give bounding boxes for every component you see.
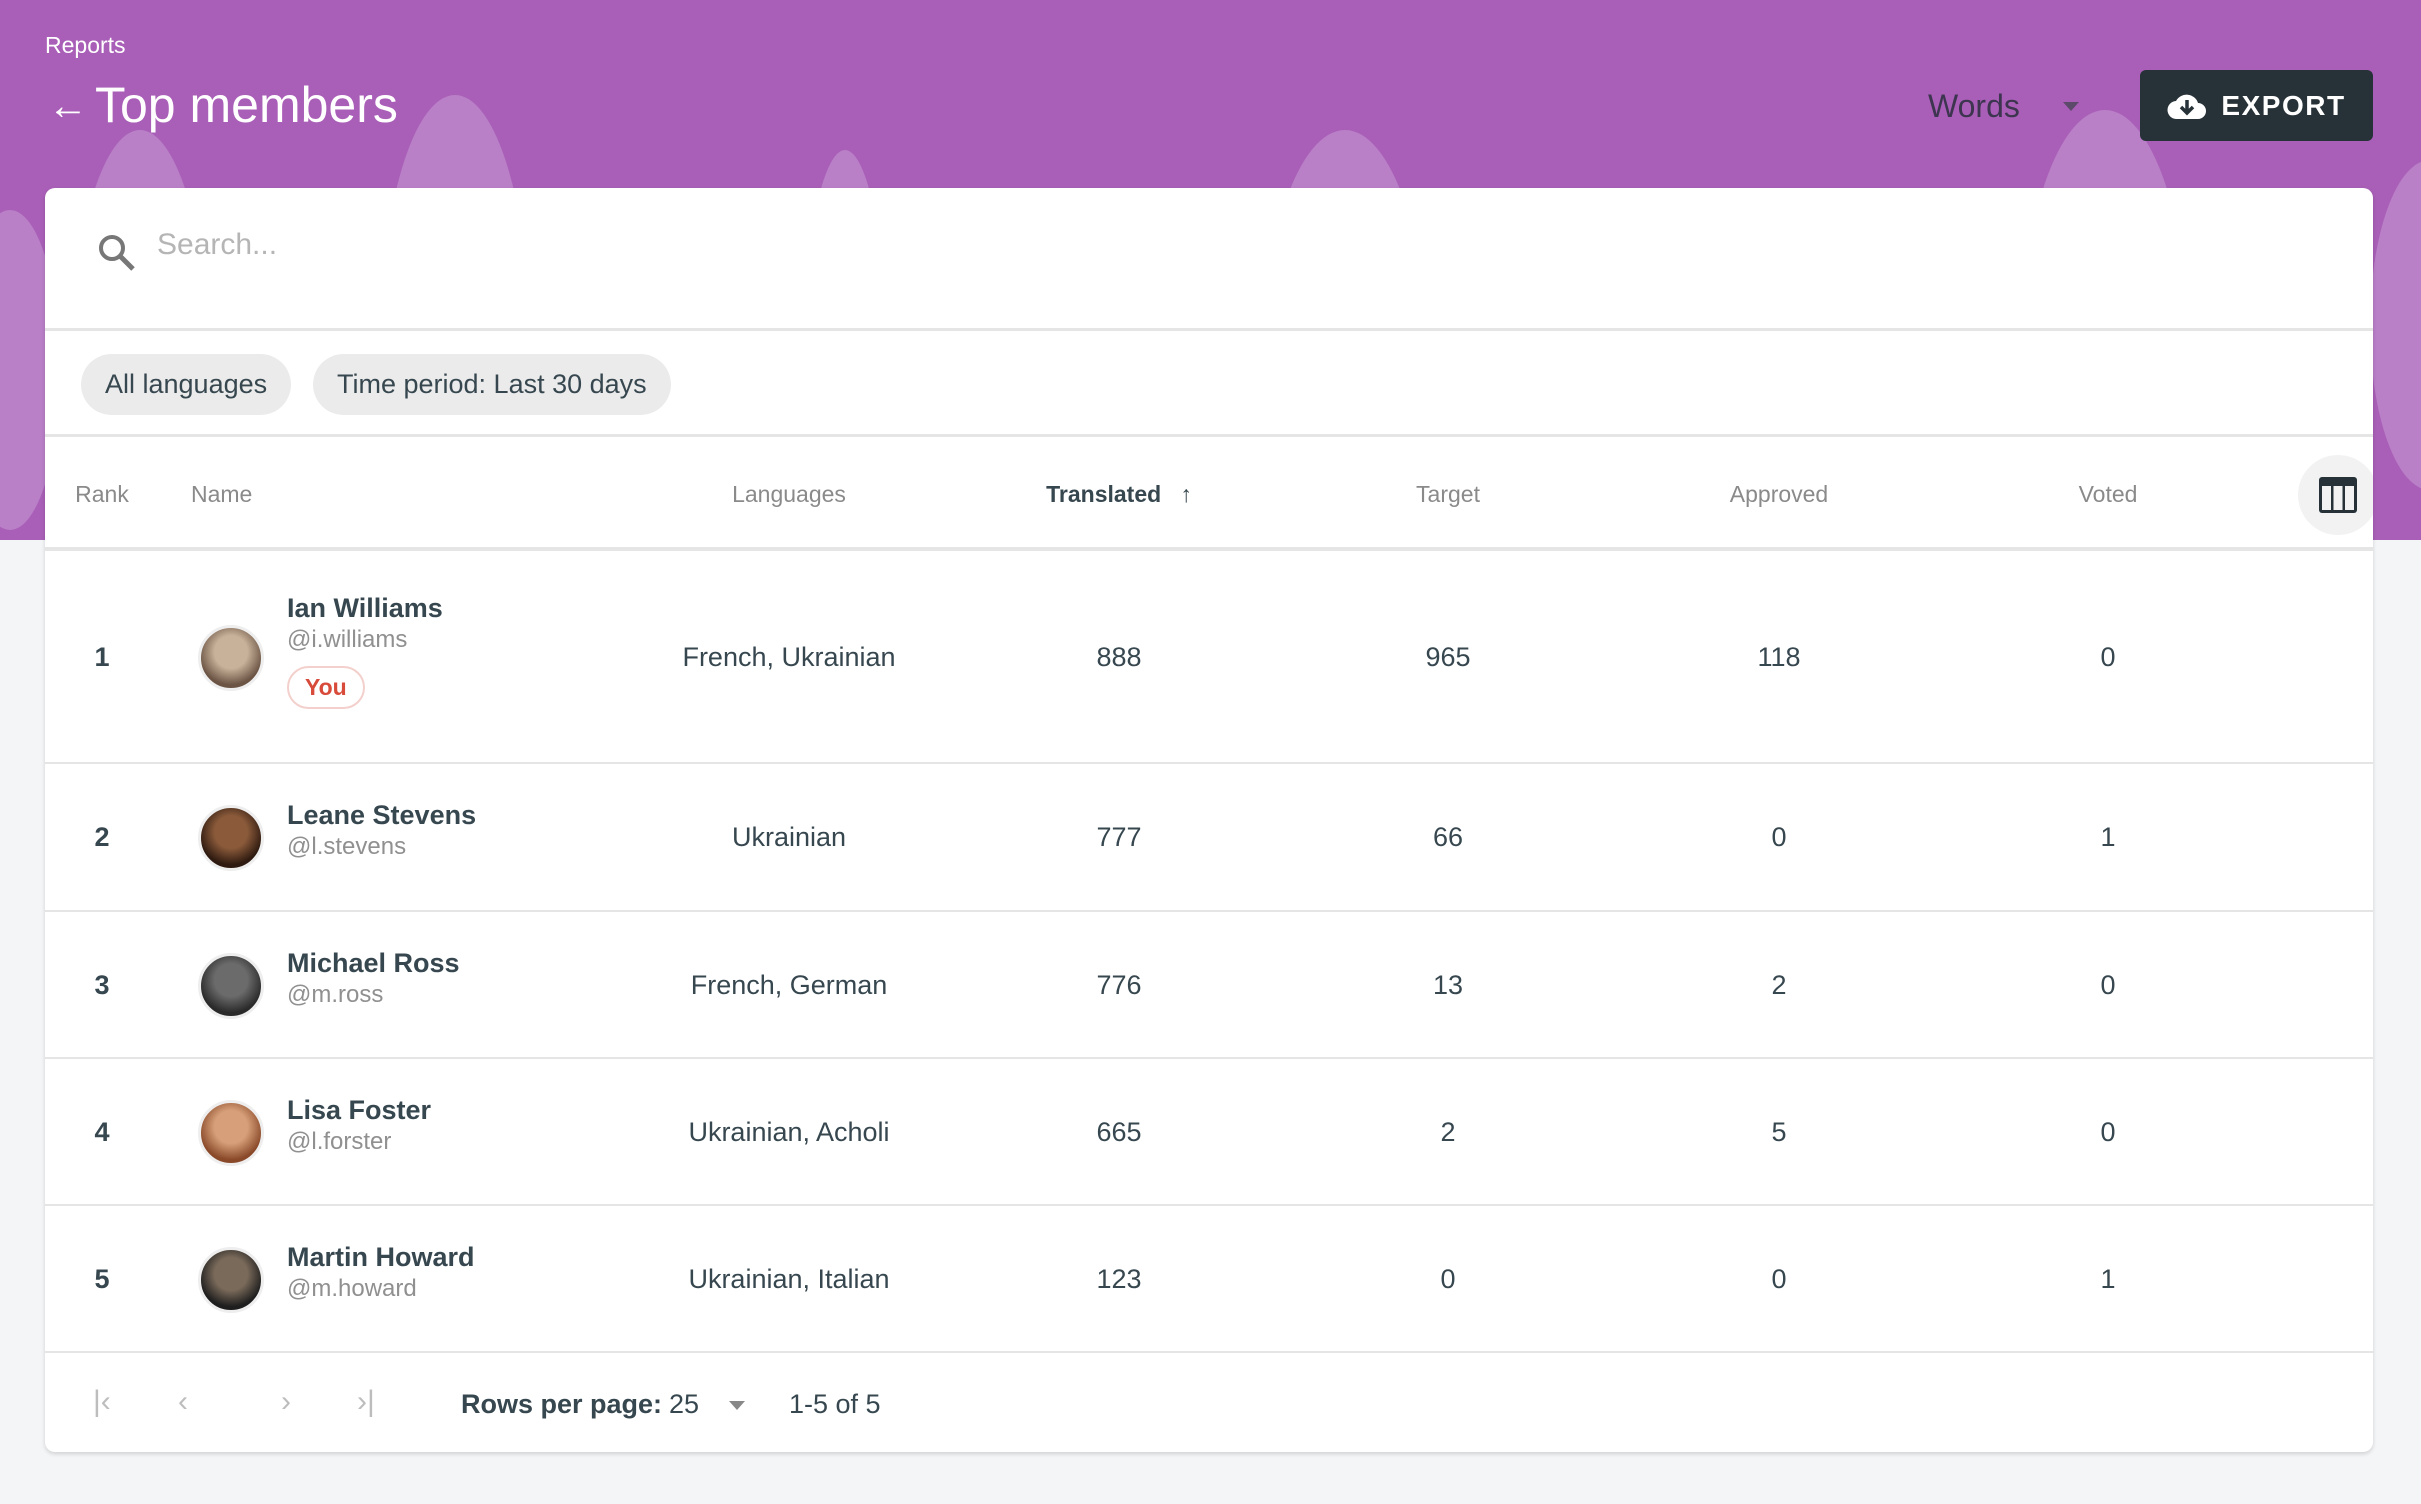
rank-cell: 3 bbox=[94, 969, 110, 1000]
filter-chips: All languages Time period: Last 30 days bbox=[45, 331, 2373, 437]
member-name[interactable]: Leane Stevens bbox=[287, 800, 477, 830]
time-period-filter-chip[interactable]: Time period: Last 30 days bbox=[313, 354, 671, 415]
member-name-cell: Martin Howard @m.howard bbox=[287, 1242, 475, 1303]
avatar bbox=[198, 1099, 264, 1166]
table-columns-icon bbox=[2319, 477, 2357, 513]
search-bar bbox=[45, 188, 2373, 331]
target-cell: 965 bbox=[1425, 641, 1471, 672]
next-page-icon[interactable]: › bbox=[281, 1385, 291, 1418]
languages-cell: Ukrainian bbox=[731, 822, 847, 852]
voted-cell: 1 bbox=[2100, 1263, 2116, 1294]
previous-page-icon[interactable]: ‹ bbox=[178, 1385, 188, 1418]
cloud-download-icon bbox=[2167, 94, 2207, 119]
pagination: |‹ ‹ › ›| Rows per page: 25 1-5 of 5 bbox=[45, 1353, 2373, 1452]
you-badge: You bbox=[287, 666, 365, 709]
approved-cell: 0 bbox=[1771, 1263, 1787, 1294]
table-header: Rank Name Languages Translated ↑ Target … bbox=[45, 437, 2373, 551]
approved-cell: 5 bbox=[1771, 1116, 1787, 1147]
column-settings-button[interactable] bbox=[2298, 455, 2373, 535]
column-header-languages[interactable]: Languages bbox=[732, 481, 846, 507]
column-header-voted[interactable]: Voted bbox=[2078, 481, 2138, 507]
language-filter-chip[interactable]: All languages bbox=[81, 354, 292, 415]
unit-select-value: Words bbox=[1928, 88, 2020, 124]
members-card: All languages Time period: Last 30 days … bbox=[45, 188, 2373, 1452]
approved-cell: 2 bbox=[1771, 969, 1787, 1000]
voted-cell: 1 bbox=[2100, 822, 2116, 852]
page-range: 1-5 of 5 bbox=[789, 1389, 881, 1419]
sort-ascending-icon: ↑ bbox=[1180, 481, 1192, 507]
languages-cell: French, Ukrainian bbox=[682, 641, 896, 672]
avatar bbox=[198, 1246, 264, 1313]
rows-per-page-select[interactable]: 25 bbox=[669, 1389, 746, 1420]
translated-cell: 777 bbox=[1096, 822, 1142, 852]
member-name[interactable]: Lisa Foster bbox=[287, 1094, 432, 1125]
translated-cell: 776 bbox=[1096, 969, 1142, 1000]
translated-cell: 665 bbox=[1096, 1116, 1142, 1147]
target-cell: 66 bbox=[1432, 822, 1464, 852]
member-handle: @l.forster bbox=[287, 1127, 392, 1155]
avatar bbox=[198, 952, 264, 1019]
rank-cell: 4 bbox=[94, 1116, 110, 1147]
member-name-cell: Ian Williams @i.williams You bbox=[287, 593, 443, 709]
target-cell: 0 bbox=[1440, 1263, 1456, 1294]
column-header-target[interactable]: Target bbox=[1416, 481, 1480, 507]
member-name-cell: Leane Stevens @l.stevens bbox=[287, 800, 476, 861]
target-cell: 13 bbox=[1432, 969, 1464, 1000]
back-arrow-icon[interactable]: ← bbox=[48, 84, 88, 128]
member-handle: @l.stevens bbox=[287, 833, 407, 860]
table-row[interactable]: 1 Ian Williams @i.williams You French, Ukrai… bbox=[45, 551, 2373, 764]
export-label: EXPORT bbox=[2221, 89, 2346, 121]
member-name[interactable]: Martin Howard bbox=[287, 1241, 475, 1272]
member-name[interactable]: Ian Williams bbox=[287, 593, 443, 623]
table-row[interactable]: 2 Leane Stevens @l.stevens Ukrainian 777 66 0 1 bbox=[45, 764, 2373, 912]
table-row[interactable]: 4 Lisa Foster @l.forster Ukrainian, Acholi 6… bbox=[45, 1059, 2373, 1206]
member-name-cell: Lisa Foster @l.forster bbox=[287, 1095, 431, 1156]
target-cell: 2 bbox=[1440, 1116, 1456, 1147]
first-page-icon[interactable]: |‹ bbox=[93, 1385, 111, 1418]
voted-cell: 0 bbox=[2100, 969, 2116, 1000]
rank-cell: 1 bbox=[94, 641, 110, 672]
member-handle: @m.howard bbox=[287, 1274, 417, 1302]
caret-down-icon bbox=[729, 1401, 746, 1411]
column-header-translated[interactable]: Translated ↑ bbox=[1046, 481, 1192, 508]
languages-cell: Ukrainian, Acholi bbox=[688, 1116, 890, 1147]
rows-per-page-label: Rows per page: bbox=[461, 1389, 663, 1419]
translated-cell: 123 bbox=[1096, 1263, 1142, 1294]
search-input[interactable] bbox=[157, 228, 1957, 262]
table-row[interactable]: 3 Michael Ross @m.ross French, German 776 13 2… bbox=[45, 912, 2373, 1059]
approved-cell: 0 bbox=[1771, 822, 1787, 852]
column-header-rank[interactable]: Rank bbox=[75, 481, 129, 507]
member-name[interactable]: Michael Ross bbox=[287, 947, 460, 978]
member-handle: @i.williams bbox=[287, 626, 408, 653]
voted-cell: 0 bbox=[2100, 1116, 2116, 1147]
approved-cell: 118 bbox=[1757, 641, 1801, 672]
avatar bbox=[198, 805, 264, 871]
column-header-translated-label: Translated bbox=[1046, 481, 1162, 507]
unit-select[interactable]: Words bbox=[1928, 88, 2079, 125]
column-header-name[interactable]: Name bbox=[191, 481, 253, 507]
last-page-icon[interactable]: ›| bbox=[357, 1385, 375, 1418]
table-row[interactable]: 5 Martin Howard @m.howard Ukrainian, Italia… bbox=[45, 1206, 2373, 1353]
search-icon bbox=[99, 235, 135, 271]
caret-down-icon bbox=[2063, 102, 2079, 111]
rank-cell: 2 bbox=[94, 822, 110, 852]
languages-cell: French, German bbox=[690, 969, 888, 1000]
page-title: Top members bbox=[95, 77, 398, 133]
export-button[interactable]: EXPORT bbox=[2140, 70, 2373, 141]
member-name-cell: Michael Ross @m.ross bbox=[287, 948, 460, 1009]
rank-cell: 5 bbox=[94, 1263, 110, 1294]
avatar bbox=[198, 624, 264, 691]
column-header-approved[interactable]: Approved bbox=[1729, 481, 1829, 507]
member-handle: @m.ross bbox=[287, 980, 384, 1008]
translated-cell: 888 bbox=[1096, 641, 1142, 672]
breadcrumb[interactable]: Reports bbox=[45, 32, 126, 58]
decorative-wave bbox=[2370, 160, 2421, 490]
rows-per-page-value: 25 bbox=[669, 1389, 700, 1419]
voted-cell: 0 bbox=[2100, 641, 2116, 672]
languages-cell: Ukrainian, Italian bbox=[688, 1263, 890, 1294]
